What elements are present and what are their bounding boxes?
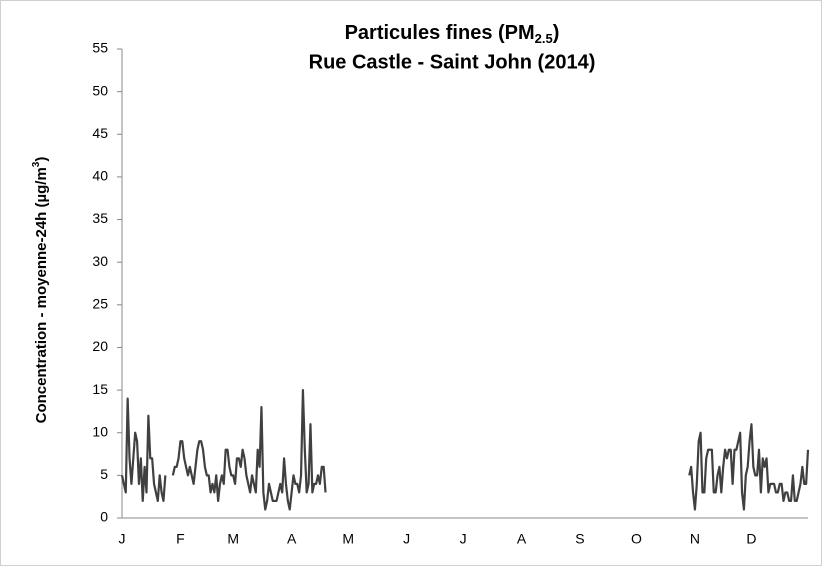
- x-tick-label: A: [517, 531, 527, 547]
- title-text: Particules fines (PM: [345, 22, 535, 44]
- y-tick-label: 25: [92, 296, 108, 312]
- y-tick-label: 15: [92, 381, 108, 397]
- chart-subtitle: Rue Castle - Saint John (2014): [309, 51, 596, 73]
- y-tick-label: 10: [92, 423, 108, 439]
- data-line: [120, 388, 810, 511]
- x-tick-label: J: [119, 531, 126, 547]
- title-end: ): [553, 22, 560, 44]
- x-tick-label: M: [227, 531, 239, 547]
- y-tick-label: 20: [92, 338, 108, 354]
- y-tick-label: 5: [100, 466, 108, 482]
- y-label-text: Concentration - moyenne-24h (µg/m: [33, 167, 50, 423]
- y-tick-label: 55: [92, 40, 108, 56]
- x-tick-label: N: [690, 531, 700, 547]
- y-tick-label: 40: [92, 168, 108, 184]
- x-tick-label: A: [287, 531, 297, 547]
- y-label-superscript: 3: [31, 161, 42, 167]
- title-subscript: 2.5: [535, 31, 553, 46]
- x-tick-label: S: [575, 531, 584, 547]
- y-tick-label: 0: [100, 509, 108, 525]
- x-tick-label: O: [631, 531, 642, 547]
- y-tick-label: 50: [92, 82, 108, 98]
- y-label-end: ): [33, 157, 50, 162]
- x-tick-label: F: [176, 531, 185, 547]
- y-tick-label: 45: [92, 125, 108, 141]
- x-tick-label: J: [460, 531, 467, 547]
- y-axis-label: Concentration - moyenne-24h (µg/m3): [31, 157, 50, 424]
- y-tick-label: 30: [92, 253, 108, 269]
- x-tick-label: M: [342, 531, 354, 547]
- x-tick-label: J: [403, 531, 410, 547]
- x-tick-label: D: [746, 531, 756, 547]
- chart-title: Particules fines (PM2.5): [345, 22, 560, 46]
- y-tick-label: 35: [92, 210, 108, 226]
